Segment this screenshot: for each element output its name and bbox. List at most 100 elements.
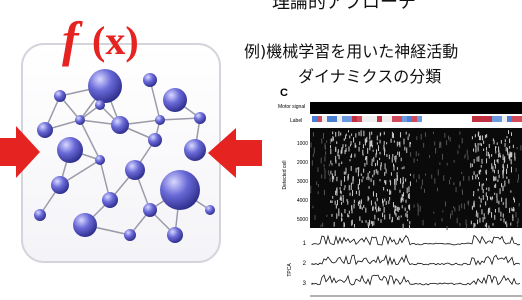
- spike: [336, 141, 337, 144]
- label-segment: [387, 116, 392, 122]
- spike: [330, 161, 331, 164]
- spike: [384, 152, 385, 155]
- spike: [491, 197, 492, 200]
- spike: [313, 132, 314, 136]
- spike: [345, 150, 346, 154]
- spike: [391, 172, 392, 175]
- spike: [447, 163, 448, 166]
- spike: [504, 181, 505, 187]
- atom: [125, 160, 145, 180]
- spike: [358, 184, 359, 190]
- atom: [143, 203, 157, 217]
- spike: [386, 201, 387, 205]
- spike: [420, 206, 421, 212]
- spike: [363, 205, 364, 208]
- spike: [346, 168, 347, 174]
- spike: [472, 164, 473, 167]
- spike: [400, 132, 401, 137]
- spike: [330, 139, 331, 144]
- spike: [378, 145, 379, 151]
- spike: [337, 200, 338, 205]
- spike: [459, 131, 460, 134]
- spike: [442, 218, 443, 221]
- spike: [338, 131, 339, 136]
- label-segment: [477, 116, 482, 122]
- spike: [318, 184, 319, 187]
- spike: [348, 174, 349, 179]
- spike: [312, 206, 313, 208]
- label-segment: [497, 116, 502, 122]
- label-segment: [457, 116, 462, 122]
- spike: [442, 154, 443, 160]
- spike: [376, 169, 377, 173]
- spike: [423, 143, 424, 148]
- spike: [486, 134, 487, 137]
- spike: [488, 152, 489, 156]
- spike: [479, 196, 480, 198]
- spike: [398, 216, 399, 220]
- label-segment: [327, 116, 332, 122]
- spike: [486, 147, 487, 150]
- spike: [498, 170, 499, 174]
- spike: [506, 223, 507, 227]
- spike: [477, 219, 478, 224]
- spike: [395, 185, 396, 190]
- spike: [467, 155, 468, 159]
- y-axis-label: Detected cell: [282, 161, 288, 190]
- spike: [416, 179, 417, 182]
- spike: [459, 223, 460, 226]
- spike: [508, 179, 509, 183]
- atom: [37, 122, 53, 138]
- spike: [346, 148, 347, 152]
- spike: [373, 180, 374, 185]
- spike: [495, 151, 496, 154]
- spike: [395, 160, 396, 163]
- spike: [361, 130, 362, 136]
- spike: [387, 189, 388, 191]
- spike: [472, 176, 473, 180]
- spike: [456, 187, 457, 192]
- label-segment: [422, 116, 427, 122]
- spike: [473, 194, 474, 196]
- spike: [407, 211, 408, 213]
- spike: [359, 190, 360, 196]
- spike: [480, 170, 481, 172]
- label-segment: [392, 116, 397, 122]
- spike: [406, 132, 407, 135]
- spike: [503, 169, 504, 173]
- spike: [483, 195, 484, 200]
- spike: [470, 163, 471, 168]
- spike: [397, 217, 398, 220]
- spike: [323, 133, 324, 139]
- spike: [405, 213, 406, 217]
- spike: [325, 151, 326, 155]
- spike: [492, 166, 493, 171]
- spike: [486, 178, 487, 181]
- spike: [481, 209, 482, 214]
- spike: [326, 141, 327, 143]
- label-segment: [372, 116, 377, 122]
- atom: [95, 100, 105, 110]
- label-segment: [512, 116, 517, 122]
- spike: [321, 225, 322, 228]
- spike: [486, 151, 487, 156]
- label-segment: [447, 116, 452, 122]
- spike: [359, 200, 360, 204]
- spike: [405, 178, 406, 181]
- spike: [472, 136, 473, 139]
- spike: [508, 130, 509, 134]
- spike: [338, 212, 339, 216]
- spike: [310, 186, 311, 190]
- spike: [475, 134, 476, 137]
- spike: [369, 171, 370, 173]
- spike: [483, 217, 484, 222]
- spike: [447, 226, 448, 230]
- spike: [390, 180, 391, 182]
- motor-signal: [310, 102, 522, 114]
- spike: [505, 222, 506, 224]
- spike: [407, 214, 408, 218]
- label-segment: [357, 116, 362, 122]
- spike: [313, 154, 314, 157]
- spike: [457, 218, 458, 223]
- spike: [459, 205, 460, 211]
